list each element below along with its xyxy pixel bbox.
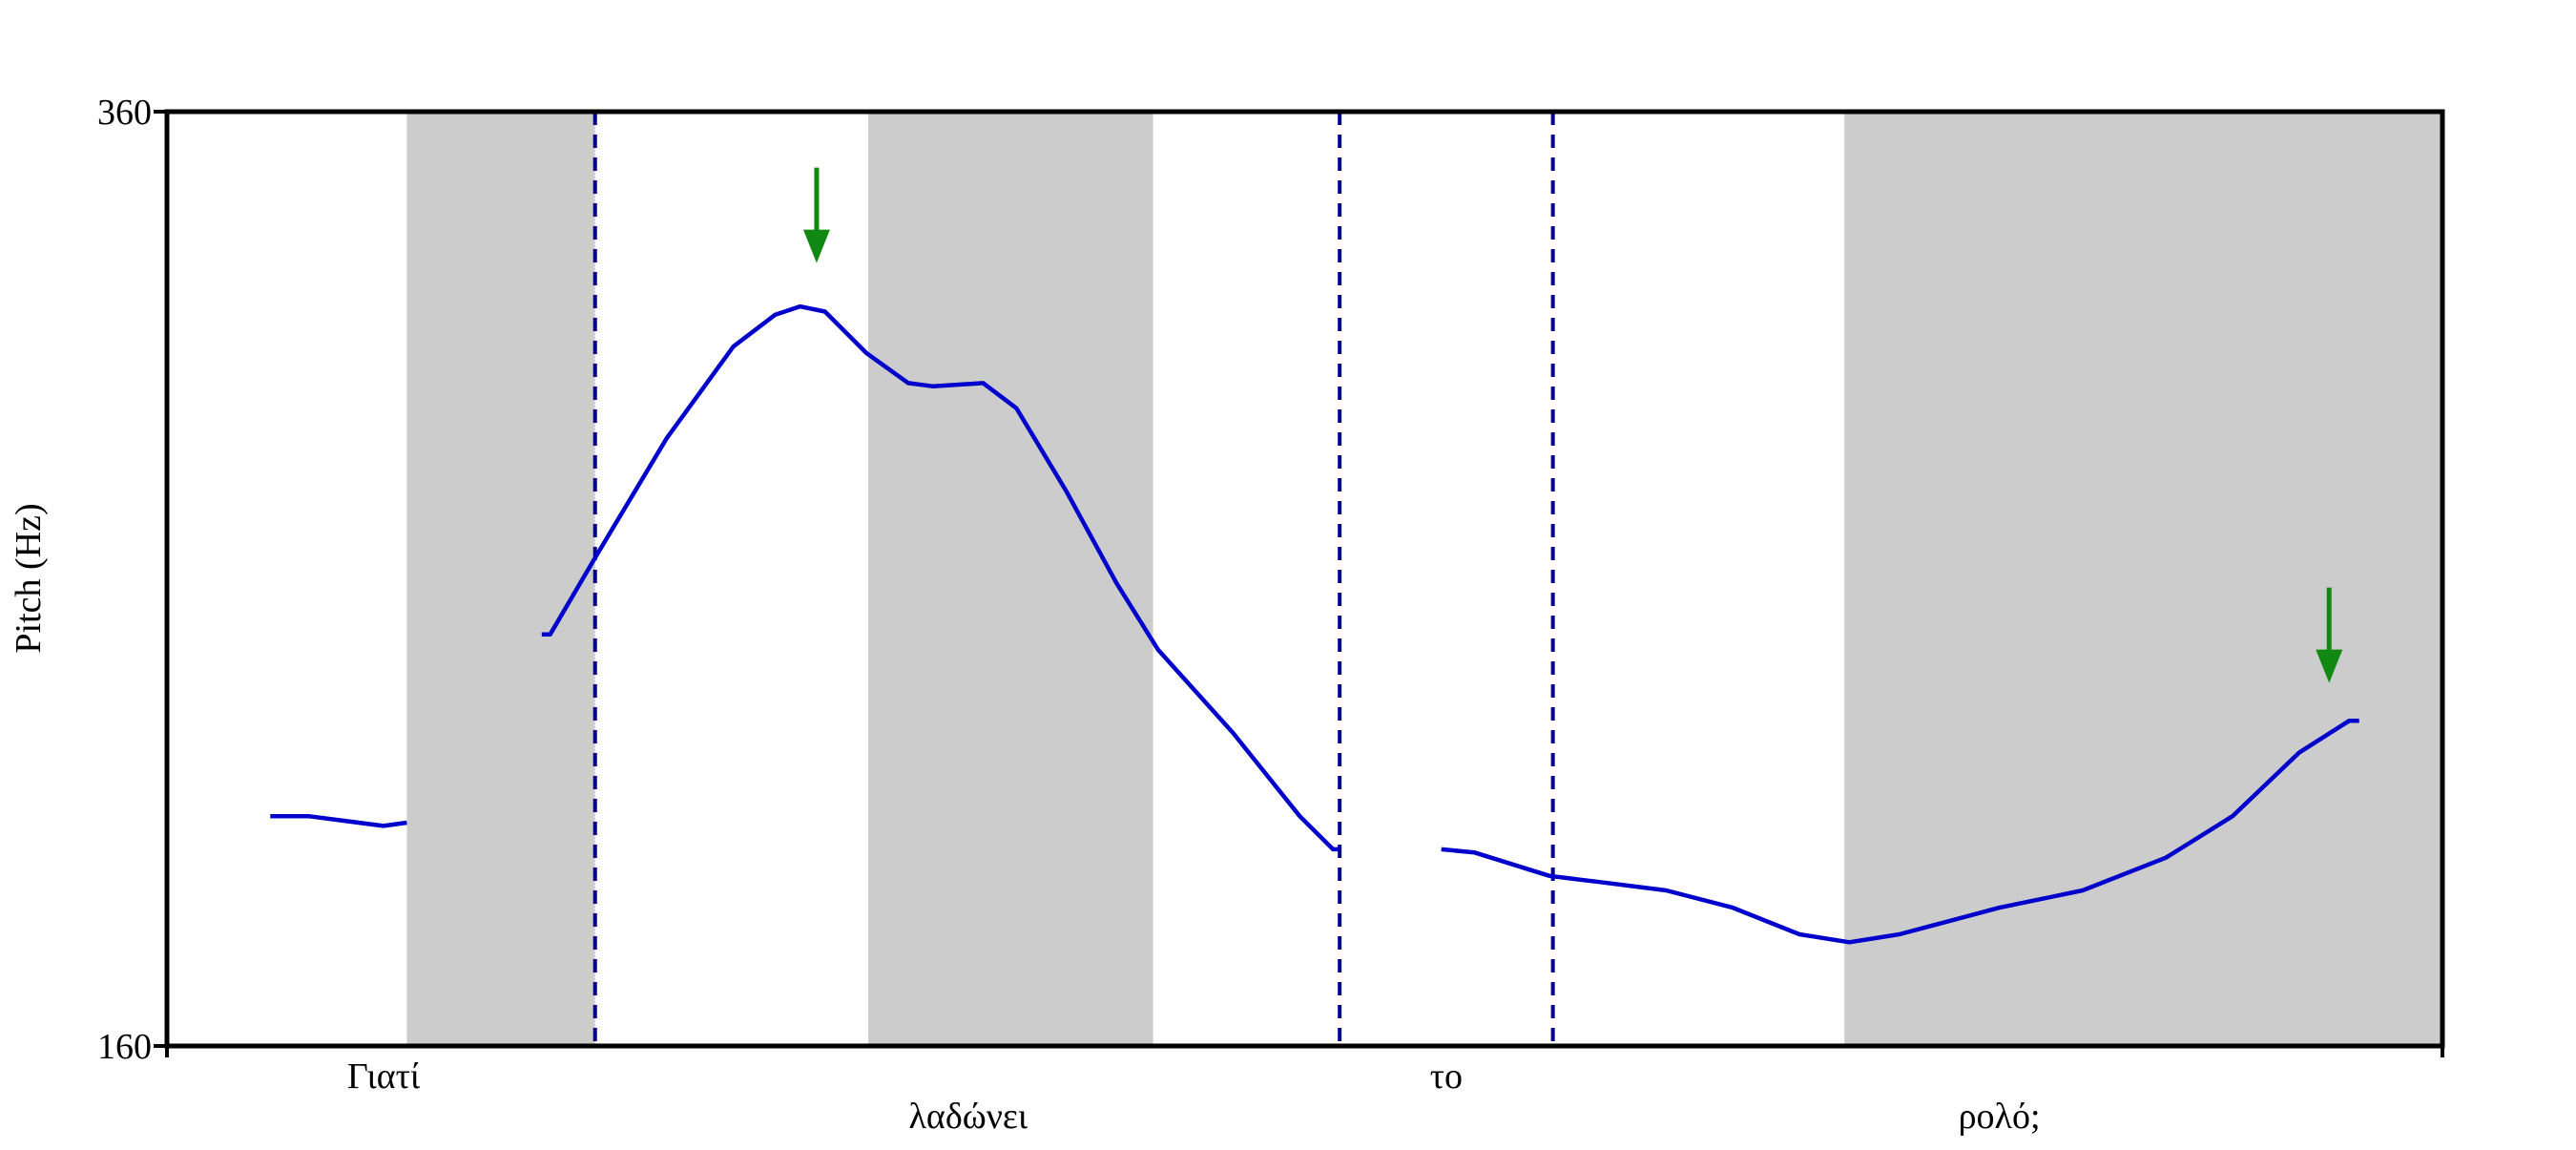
shaded-interval (406, 112, 595, 1046)
arrow-head (802, 229, 830, 263)
y-axis-label: Pitch (Hz) (9, 503, 49, 653)
y-tick-label: 160 (97, 1027, 152, 1067)
word-label: Γιατί (347, 1056, 421, 1097)
arrow (802, 167, 830, 263)
y-tick-label: 360 (97, 93, 152, 133)
arrow-head (2316, 649, 2343, 683)
shaded-interval (868, 112, 1153, 1046)
pitch-contour (270, 303, 2359, 945)
shaded-interval (1844, 112, 2442, 1046)
word-label: το (1430, 1056, 1463, 1097)
plot-frame (164, 109, 2445, 1049)
arrow (2316, 587, 2343, 683)
word-label: λαδώνει (909, 1097, 1028, 1137)
word-label: ρολό; (1959, 1097, 2041, 1137)
